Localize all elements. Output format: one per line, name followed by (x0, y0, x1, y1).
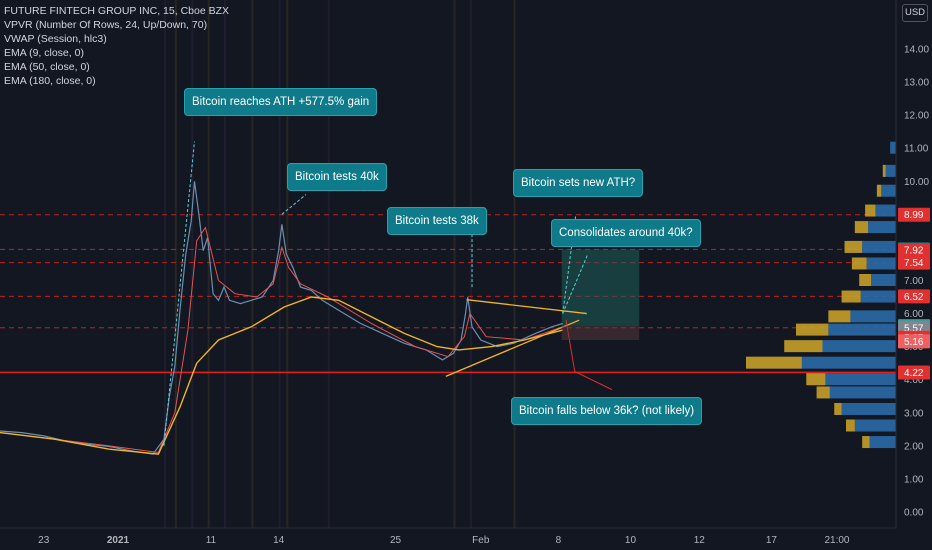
vpvr-down-5 (844, 240, 863, 253)
vpvr-up-13 (825, 373, 896, 386)
vpvr-up-17 (869, 436, 896, 449)
indicator-vwap[interactable]: VWAP (Session, hlc3) (4, 33, 107, 45)
vpvr-up-7 (871, 274, 896, 286)
x-tick-label: 17 (766, 535, 778, 546)
vpvr-down-11 (784, 340, 823, 353)
vpvr-down-2 (876, 184, 882, 197)
vpvr-down-3 (865, 204, 876, 217)
callout-falls-below[interactable]: Bitcoin falls below 36k? (not likely) (511, 397, 703, 425)
vpvr-up-1 (885, 164, 896, 177)
vpvr-down-9 (828, 310, 851, 323)
trendline-3 (281, 194, 307, 215)
y-tick-label: 2.00 (904, 441, 924, 452)
y-tick-label: 12.00 (904, 111, 929, 122)
vpvr-up-16 (854, 419, 896, 432)
x-tick-label: 10 (625, 535, 637, 546)
vpvr-up-10 (828, 323, 896, 336)
callout-ath[interactable]: Bitcoin reaches ATH +577.5% gain (184, 88, 378, 116)
price-label: 4.22 (904, 368, 924, 379)
vpvr-down-6 (851, 257, 867, 270)
callout-new-ath[interactable]: Bitcoin sets new ATH? (513, 169, 644, 197)
vpvr-down-14 (816, 386, 830, 399)
x-tick-label: 25 (390, 535, 402, 546)
price-label: 5.16 (904, 337, 924, 348)
vpvr-up-12 (801, 356, 896, 369)
vpvr-down-10 (796, 323, 829, 336)
indicator-legend: FUTURE FINTECH GROUP INC, 15, Cboe BZX V… (4, 4, 229, 88)
vpvr-up-4 (868, 221, 896, 234)
y-tick-label: 13.00 (904, 78, 929, 89)
callout-consolidates[interactable]: Consolidates around 40k? (551, 219, 701, 247)
price-label: 7.54 (904, 258, 924, 269)
series-ema_fast (0, 226, 563, 454)
y-tick-label: 6.00 (904, 309, 924, 320)
y-tick-label: 11.00 (904, 144, 929, 155)
y-tick-label: 3.00 (904, 408, 924, 419)
vpvr-down-12 (746, 356, 802, 369)
callout-40k[interactable]: Bitcoin tests 40k (287, 163, 387, 191)
y-tick-label: 7.00 (904, 276, 924, 287)
price-label-box (898, 243, 930, 258)
vpvr-up-2 (881, 184, 896, 197)
y-tick-label: 10.00 (904, 177, 929, 188)
indicator-ema-180[interactable]: EMA (180, close, 0) (4, 75, 96, 87)
forecast-risk-box (561, 326, 640, 341)
price-label: 6.52 (904, 292, 924, 303)
symbol-title: FUTURE FINTECH GROUP INC, 15, Cboe BZX (4, 5, 230, 17)
trendline-1 (445, 319, 580, 378)
trendline-2 (163, 141, 195, 446)
x-tick-label: 23 (38, 535, 50, 546)
x-tick-label: 12 (694, 535, 706, 546)
forecast-box (561, 249, 640, 327)
vpvr-up-9 (850, 310, 896, 323)
price-label-box (898, 289, 930, 304)
callout-38k[interactable]: Bitcoin tests 38k (387, 207, 487, 235)
series-ema_slow (0, 296, 563, 455)
vpvr-up-3 (875, 204, 896, 217)
y-tick-label: 1.00 (904, 474, 924, 485)
y-tick-label: 14.00 (904, 45, 929, 56)
price-label-box (898, 365, 930, 380)
vpvr-up-8 (860, 290, 896, 303)
currency-button[interactable]: USD (902, 4, 928, 22)
price-label-box (898, 255, 930, 270)
trendline-8 (574, 370, 613, 391)
vpvr-down-1 (882, 164, 886, 177)
x-tick-label: Feb (472, 535, 490, 546)
vpvr-up-11 (822, 340, 896, 353)
vpvr-up-15 (841, 402, 896, 415)
vpvr-up-5 (862, 240, 896, 253)
x-tick-label: 14 (273, 535, 285, 546)
vpvr-down-4 (854, 221, 869, 234)
vpvr-down-16 (846, 419, 855, 432)
trendline-5 (562, 214, 577, 314)
trendline-6 (562, 253, 589, 314)
price-label-box (898, 334, 930, 349)
indicator-ema-9[interactable]: EMA (9, close, 0) (4, 47, 84, 59)
x-tick-label: 11 (206, 535, 217, 546)
trendline-0 (466, 299, 587, 315)
x-tick-label: 8 (556, 535, 562, 546)
price-label-box (898, 207, 930, 222)
indicator-vpvr[interactable]: VPVR (Number Of Rows, 24, Up/Down, 70) (4, 19, 208, 31)
x-tick-label: 21:00 (824, 535, 849, 546)
vpvr-up-0 (890, 141, 896, 154)
vpvr-up-14 (829, 386, 896, 399)
price-label: 8.99 (904, 210, 924, 221)
vpvr-down-8 (841, 290, 861, 303)
price-label: 7.92 (904, 246, 924, 257)
vpvr-down-15 (834, 402, 842, 415)
vpvr-up-6 (866, 257, 896, 270)
x-tick-label: 2021 (107, 535, 130, 546)
vpvr-down-7 (859, 274, 871, 286)
price-label: 5.57 (904, 323, 924, 334)
vpvr-down-17 (862, 436, 870, 449)
indicator-ema-50[interactable]: EMA (50, close, 0) (4, 61, 90, 73)
y-tick-label: 4.00 (904, 375, 924, 386)
vpvr-down-13 (806, 373, 826, 386)
y-tick-label: 0.00 (904, 508, 924, 519)
